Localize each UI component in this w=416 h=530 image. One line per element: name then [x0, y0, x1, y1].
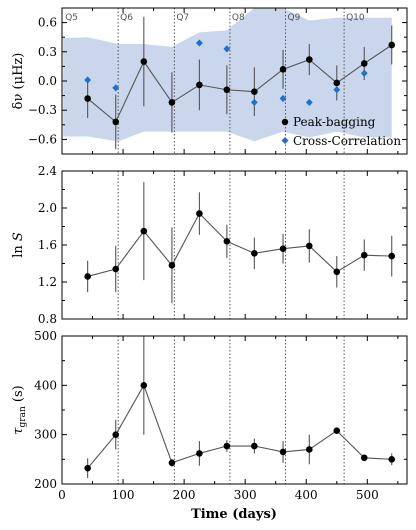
- quarter-label: Q8: [232, 13, 245, 23]
- data-point: [140, 58, 148, 65]
- quarter-label: Q9: [287, 13, 300, 23]
- x-tick-label: 0: [58, 488, 66, 502]
- data-point: [251, 250, 258, 257]
- quarter-label: Q10: [346, 13, 365, 23]
- data-point: [333, 79, 341, 87]
- data-point: [306, 446, 313, 453]
- data-point: [84, 273, 91, 280]
- quarter-label: Q5: [65, 13, 78, 23]
- series-line: [87, 212, 392, 277]
- y-tick-label: 400: [34, 378, 57, 392]
- y-tick-label: 2.4: [38, 164, 57, 178]
- data-point: [112, 431, 120, 438]
- y-tick-label: 200: [34, 477, 57, 491]
- data-point: [333, 268, 341, 276]
- data-point: [168, 262, 176, 269]
- x-tick-label: 400: [295, 488, 318, 502]
- x-axis-label: Time (days): [191, 507, 277, 522]
- data-point: [360, 251, 368, 259]
- y-axis-label-frequency-shift: δν (μHz): [11, 53, 26, 110]
- x-tick-label: 200: [173, 488, 196, 502]
- cross-correlation-point: [305, 98, 313, 107]
- legend: Peak-bagging Cross-Correlation: [281, 115, 401, 148]
- data-point: [306, 56, 313, 63]
- cross-correlation-point: [112, 84, 120, 92]
- data-point: [196, 81, 203, 89]
- x-tick-label: 300: [234, 488, 257, 502]
- data-point: [168, 459, 176, 467]
- y-tick-label: 0.6: [38, 16, 57, 30]
- data-point: [140, 382, 148, 389]
- y-tick-label: −0.3: [28, 103, 57, 117]
- data-point: [279, 245, 287, 252]
- panel-ln-s: 0.8 1.2 1.6 2.0 2.4 ln S: [11, 164, 408, 326]
- data-point: [388, 41, 396, 49]
- data-point: [112, 265, 120, 273]
- data-point: [84, 95, 91, 102]
- data-point: [279, 66, 287, 73]
- y-tick-label: 0.3: [38, 45, 57, 59]
- y-axis-label-granulation-timescale: τgran (s): [11, 385, 28, 434]
- y-tick-label: 1.2: [38, 275, 57, 289]
- legend-label-peak-bagging: Peak-bagging: [293, 115, 376, 129]
- data-point: [333, 427, 341, 435]
- cross-correlation-point: [84, 76, 92, 84]
- quarter-label: Q6: [120, 13, 133, 23]
- data-point: [388, 252, 396, 260]
- data-point: [168, 99, 176, 106]
- data-point: [279, 448, 287, 456]
- y-tick-label: 300: [34, 428, 57, 442]
- x-tick-label: 100: [112, 488, 135, 502]
- y-tick-label: 1.6: [38, 238, 57, 252]
- series-line: [87, 44, 393, 123]
- data-point: [196, 210, 203, 217]
- quarter-label: Q7: [176, 13, 189, 23]
- y-tick-label: 2.0: [38, 201, 57, 215]
- cross-correlation-point: [223, 45, 231, 53]
- cross-correlation-point: [195, 39, 203, 47]
- legend-marker-peak-bagging: [281, 118, 289, 126]
- data-point: [140, 227, 148, 235]
- data-point: [84, 464, 91, 472]
- y-axis-label-ln-s: ln S: [11, 232, 26, 258]
- cross-correlation-point: [279, 94, 287, 103]
- data-point: [223, 86, 231, 94]
- data-point: [360, 60, 368, 67]
- data-point: [388, 456, 396, 463]
- data-point: [223, 442, 231, 450]
- data-point: [223, 238, 231, 245]
- y-tick-label: 0.0: [38, 74, 57, 88]
- legend-marker-cross-correlation: [281, 137, 289, 144]
- legend-label-cross-correlation: Cross-Correlation: [293, 134, 401, 148]
- data-point: [360, 454, 368, 462]
- y-tick-label: 0.8: [38, 312, 57, 326]
- cross-correlation-point: [250, 98, 258, 107]
- series-line: [87, 384, 392, 469]
- uncertainty-band: [63, 8, 392, 142]
- data-point: [112, 118, 120, 126]
- data-point: [196, 450, 203, 457]
- data-point: [251, 88, 258, 96]
- y-tick-label: 500: [34, 329, 57, 343]
- data-point: [306, 242, 313, 250]
- panel-frequency-shift: −0.6 −0.3 0.0 0.3 0.6 Q5 Q6 Q7 Q8 Q9 Q10 δν (μHz)…: [11, 7, 408, 155]
- cross-correlation-point: [333, 86, 341, 94]
- data-point: [251, 442, 258, 450]
- cross-correlation-point: [360, 69, 368, 77]
- x-tick-label: 500: [356, 488, 379, 502]
- y-tick-label: −0.6: [28, 132, 57, 146]
